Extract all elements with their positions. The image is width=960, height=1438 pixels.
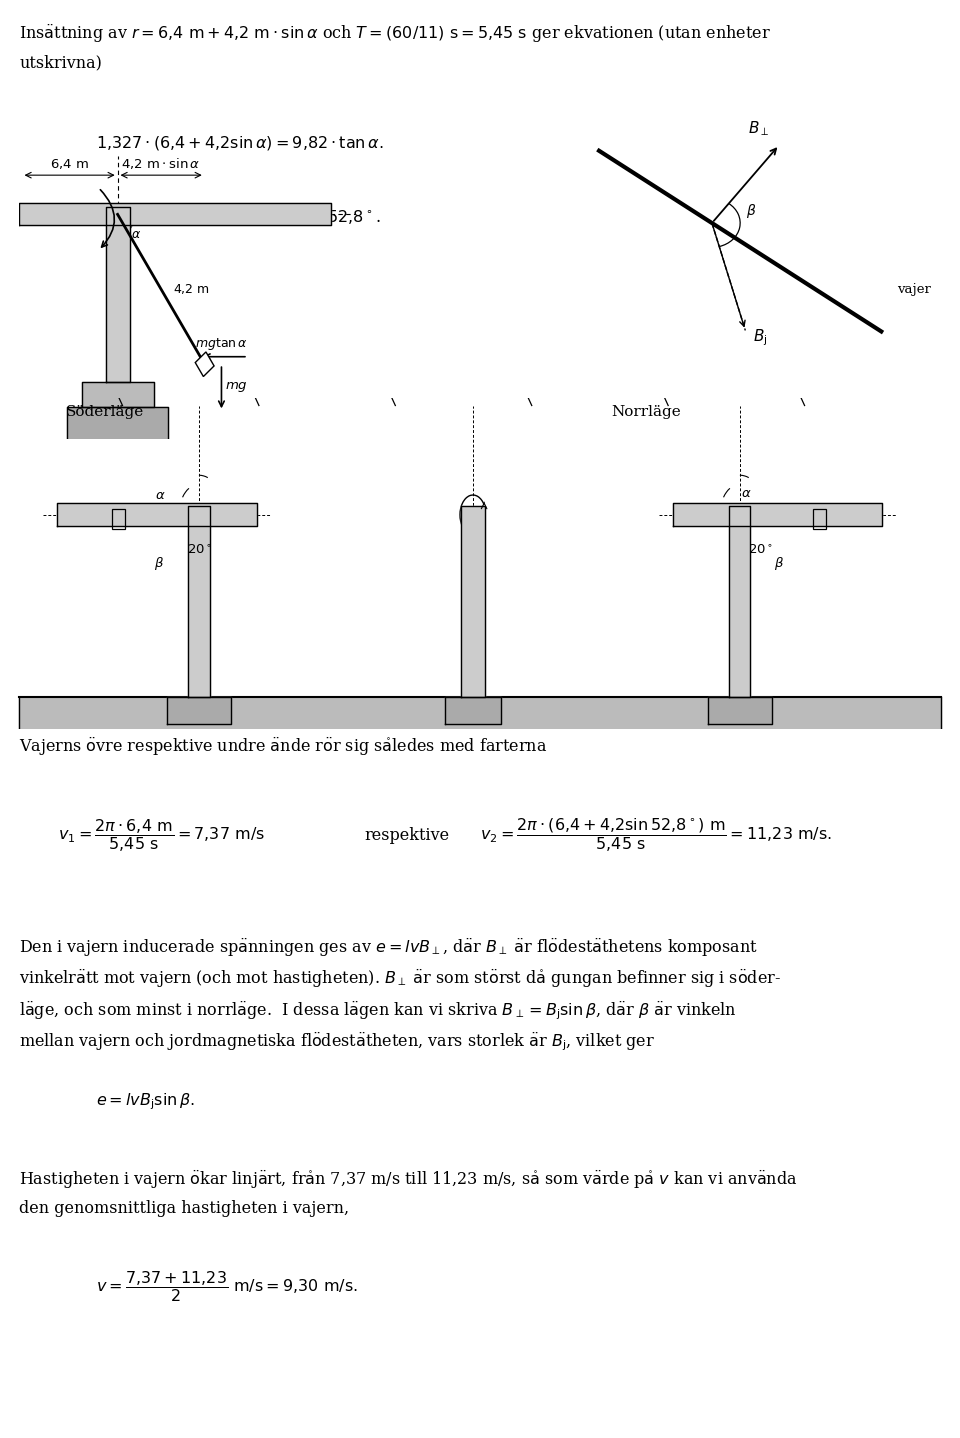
Text: $\beta$: $\beta$ bbox=[154, 555, 164, 571]
Text: $e = lvB_\mathrm{j}\sin\beta.$: $e = lvB_\mathrm{j}\sin\beta.$ bbox=[96, 1091, 195, 1113]
Text: mellan vajern och jordmagnetiska fl$\ddot{\mathrm{o}}$dest$\ddot{\mathrm{a}}$the: mellan vajern och jordmagnetiska fl$\ddo… bbox=[19, 1030, 656, 1053]
Text: $20^\circ$: $20^\circ$ bbox=[187, 544, 212, 558]
Bar bbox=[444, 697, 501, 725]
Bar bbox=[19, 203, 331, 226]
Text: Hastigheten i vajern $\ddot{\mathrm{o}}$kar linj$\ddot{\mathrm{a}}$rt, fr$\mathr: Hastigheten i vajern $\ddot{\mathrm{o}}$… bbox=[19, 1169, 798, 1191]
Bar bbox=[813, 509, 826, 529]
Text: $v = \dfrac{7{,}37 + 11{,}23}{2}\ \mathrm{m/s} = 9{,}30\ \mathrm{m/s}.$: $v = \dfrac{7{,}37 + 11{,}23}{2}\ \mathr… bbox=[96, 1270, 358, 1304]
Text: $\beta$: $\beta$ bbox=[746, 201, 756, 220]
Text: vajer: vajer bbox=[898, 283, 931, 296]
Text: $B_\perp$: $B_\perp$ bbox=[749, 119, 770, 138]
Text: utskrivna): utskrivna) bbox=[19, 55, 102, 72]
Text: $\alpha$: $\alpha$ bbox=[156, 489, 166, 502]
Bar bbox=[461, 506, 485, 697]
Text: $6{,}4\ \mathrm{m}$: $6{,}4\ \mathrm{m}$ bbox=[50, 157, 89, 171]
Text: vinkelr$\ddot{\mathrm{a}}$tt mot vajern (och mot hastigheten). $B_\perp$ $\ddot{: vinkelr$\ddot{\mathrm{a}}$tt mot vajern … bbox=[19, 968, 781, 991]
Polygon shape bbox=[195, 352, 214, 377]
Text: Vajerns $\ddot{\mathrm{o}}$vre respektive undre $\ddot{\mathrm{a}}$nde r$\ddot{\: Vajerns $\ddot{\mathrm{o}}$vre respektiv… bbox=[19, 736, 547, 758]
Bar bbox=[708, 697, 772, 725]
Bar bbox=[67, 407, 168, 439]
Text: $\alpha$: $\alpha$ bbox=[131, 229, 141, 242]
Text: $v_1 = \dfrac{2\pi \cdot 6{,}4\ \mathrm{m}}{5{,}45\ \mathrm{s}} = 7{,}37\ \mathr: $v_1 = \dfrac{2\pi \cdot 6{,}4\ \mathrm{… bbox=[58, 817, 265, 854]
Text: $mg$: $mg$ bbox=[226, 381, 248, 394]
Text: $4{,}2\ \mathrm{m}$: $4{,}2\ \mathrm{m}$ bbox=[173, 282, 210, 296]
Bar bbox=[112, 509, 125, 529]
Text: $B_\mathrm{j}$: $B_\mathrm{j}$ bbox=[754, 326, 768, 348]
Text: $v_2 = \dfrac{2\pi \cdot (6{,}4 + 4{,}2\sin 52{,}8^\circ)\ \mathrm{m}}{5{,}45\ \: $v_2 = \dfrac{2\pi \cdot (6{,}4 + 4{,}2\… bbox=[480, 817, 832, 854]
Text: l$\ddot{\mathrm{a}}$ge, och som minst i norrl$\ddot{\mathrm{a}}$ge.  I dessa l$\: l$\ddot{\mathrm{a}}$ge, och som minst i … bbox=[19, 999, 737, 1021]
Text: $4{,}2\ \mathrm{m} \cdot \sin\alpha$: $4{,}2\ \mathrm{m} \cdot \sin\alpha$ bbox=[122, 155, 201, 171]
Text: $\alpha$: $\alpha$ bbox=[741, 487, 752, 500]
Bar bbox=[57, 503, 256, 526]
Bar bbox=[106, 207, 130, 383]
Text: Den i vajern inducerade sp$\ddot{\mathrm{a}}$nningen ges av $e = lvB_\perp$, d$\: Den i vajern inducerade sp$\ddot{\mathrm… bbox=[19, 938, 758, 959]
Text: $1{,}327 \cdot (6{,}4 + 4{,}2\sin\alpha) = 9{,}82 \cdot \tan\alpha.$: $1{,}327 \cdot (6{,}4 + 4{,}2\sin\alpha)… bbox=[96, 134, 384, 152]
Text: respektive: respektive bbox=[365, 827, 450, 844]
Text: $\beta$: $\beta$ bbox=[774, 555, 783, 571]
Text: den genomsnittliga hastigheten i vajern,: den genomsnittliga hastigheten i vajern, bbox=[19, 1199, 349, 1217]
Text: Numerisk l$\ddot{\mathrm{o}}$sning ger $\alpha = 0{,}921\ \mathrm{rad} = 52{,}8^: Numerisk l$\ddot{\mathrm{o}}$sning ger $… bbox=[19, 207, 381, 229]
Bar bbox=[82, 383, 154, 407]
Bar bbox=[188, 506, 209, 697]
Text: $20^\circ$: $20^\circ$ bbox=[749, 544, 774, 558]
Bar bbox=[730, 506, 751, 697]
Text: Norrläge: Norrläge bbox=[612, 406, 682, 420]
Bar bbox=[19, 697, 941, 729]
Text: $mg\tan\alpha$: $mg\tan\alpha$ bbox=[195, 335, 248, 352]
Text: Söderläge: Söderläge bbox=[66, 406, 144, 420]
Text: Ins$\ddot{\mathrm{a}}$ttning av $r = 6{,}4\ \mathrm{m} + 4{,}2\ \mathrm{m} \cdot: Ins$\ddot{\mathrm{a}}$ttning av $r = 6{,… bbox=[19, 23, 771, 45]
Bar bbox=[167, 697, 230, 725]
Bar bbox=[673, 503, 882, 526]
